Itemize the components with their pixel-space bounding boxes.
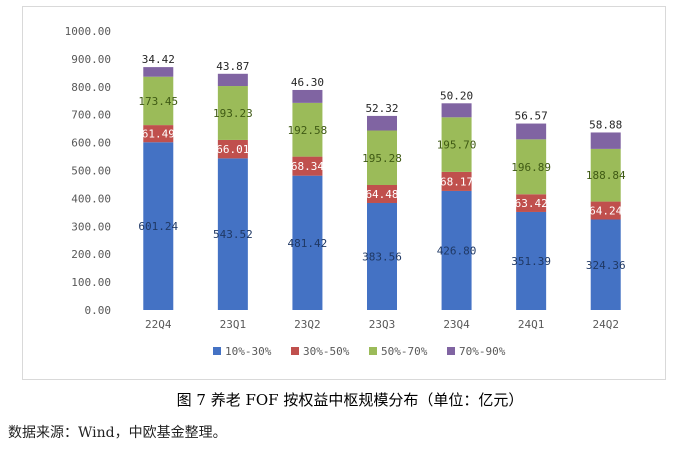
x-category-label: 23Q1 (220, 318, 247, 331)
bar-segment (516, 123, 547, 140)
data-label: 34.42 (142, 53, 175, 66)
data-label: 50.20 (440, 89, 473, 102)
data-label: 195.70 (437, 139, 477, 152)
y-tick-label: 0.00 (85, 304, 112, 317)
legend-swatch (447, 347, 455, 355)
data-label: 481.42 (288, 237, 328, 250)
y-axis-ticks: 0.00 100.00 200.00 300.00 400.00 500.00 600.00… (65, 25, 111, 317)
bar-segment (367, 115, 397, 131)
data-label: 195.28 (362, 152, 402, 165)
bar-segment (217, 158, 248, 310)
stacked-bar-chart: 0.00 100.00 200.00 300.00 400.00 500.00 600.00… (65, 25, 626, 358)
data-label: 66.01 (216, 143, 249, 156)
y-tick-label: 900.00 (71, 53, 111, 66)
y-tick-label: 700.00 (71, 109, 111, 122)
bar-segment (441, 103, 472, 118)
x-category-label: 23Q2 (294, 318, 321, 331)
x-category-label: 23Q4 (443, 318, 470, 331)
legend-swatch (213, 347, 221, 355)
bar-segment (217, 139, 248, 159)
bar-stacks (143, 67, 621, 310)
data-label: 56.57 (515, 110, 548, 123)
bar-segment (590, 132, 621, 149)
bar-segment (143, 125, 174, 143)
legend-label: 50%-70% (381, 345, 428, 358)
data-label: 58.88 (589, 118, 622, 131)
bar-segment (217, 73, 248, 87)
data-label: 192.58 (288, 124, 328, 137)
y-tick-label: 400.00 (71, 192, 111, 205)
y-tick-label: 600.00 (71, 137, 111, 150)
bar-segment (292, 89, 323, 103)
bar-segment (516, 139, 547, 195)
data-source-note: 数据来源：Wind，中欧基金整理。 (8, 425, 227, 441)
data-label: 196.89 (511, 161, 551, 174)
legend-label: 30%-50% (303, 345, 350, 358)
bar-segment (516, 211, 547, 310)
bar-segment (292, 175, 323, 310)
data-label: 351.39 (511, 255, 551, 268)
y-tick-label: 500.00 (71, 165, 111, 178)
data-label: 64.24 (589, 205, 622, 218)
data-label: 193.23 (213, 107, 253, 120)
data-label: 63.42 (515, 197, 548, 210)
legend-swatch (369, 347, 377, 355)
bar-segment (367, 202, 397, 310)
bar-segment (292, 102, 323, 157)
y-tick-label: 800.00 (71, 81, 111, 94)
bar-segment (292, 156, 323, 176)
x-category-label: 23Q3 (369, 318, 396, 331)
chart-frame: 0.00 100.00 200.00 300.00 400.00 500.00 600.00… (22, 6, 666, 380)
bar-segment (143, 76, 174, 126)
x-category-label: 24Q2 (592, 318, 619, 331)
data-label: 43.87 (216, 60, 249, 73)
data-label: 61.49 (142, 128, 175, 141)
x-axis-categories: 22Q4 23Q1 23Q2 23Q3 23Q4 24Q1 24Q2 (145, 318, 619, 331)
legend-label: 10%-30% (225, 345, 272, 358)
data-labels: 601.24 61.49 173.45 34.42 543.52 66.01 193.23 4… (138, 53, 626, 272)
bar-segment (143, 142, 174, 310)
bar-segment (143, 67, 174, 77)
legend-swatch (291, 347, 299, 355)
data-label: 68.17 (440, 175, 473, 188)
data-label: 543.52 (213, 228, 253, 241)
data-label: 383.56 (362, 250, 402, 263)
data-label: 173.45 (138, 95, 178, 108)
bar-segment (590, 201, 621, 220)
x-category-label: 22Q4 (145, 318, 172, 331)
y-tick-label: 300.00 (71, 220, 111, 233)
bar-segment (441, 117, 472, 172)
bar-segment (590, 148, 621, 202)
data-label: 64.48 (365, 188, 398, 201)
legend-label: 70%-90% (459, 345, 506, 358)
y-tick-label: 100.00 (71, 276, 111, 289)
bar-segment (516, 194, 547, 212)
data-label: 52.32 (365, 102, 398, 115)
data-label: 324.36 (586, 259, 626, 272)
y-tick-label: 200.00 (71, 248, 111, 261)
data-label: 68.34 (291, 160, 324, 173)
legend: 10%-30% 30%-50% 50%-70% 70%-90% (213, 345, 506, 358)
data-label: 426.80 (437, 244, 477, 257)
bar-segment (441, 171, 472, 191)
figure-caption: 图 7 养老 FOF 按权益中枢规模分布（单位：亿元） (176, 391, 524, 409)
data-label: 46.30 (291, 76, 324, 89)
x-category-label: 24Q1 (518, 318, 545, 331)
bar-segment (217, 86, 248, 140)
bar-segment (441, 190, 472, 310)
bar-segment (590, 219, 621, 310)
bar-segment (367, 130, 397, 185)
data-label: 188.84 (586, 169, 626, 182)
y-tick-label: 1000.00 (65, 25, 111, 38)
data-label: 601.24 (138, 220, 178, 233)
bar-segment (367, 184, 397, 203)
